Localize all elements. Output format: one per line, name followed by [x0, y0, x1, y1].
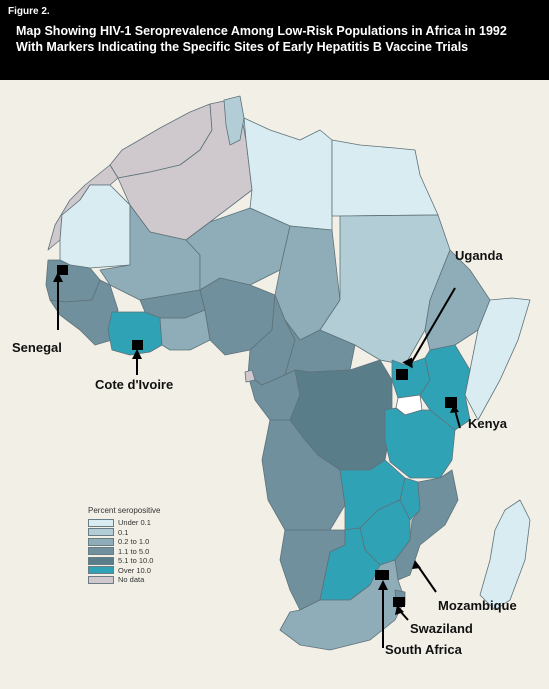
figure-title-line-1: Map Showing HIV-1 Seroprevalence Among L… — [16, 24, 507, 38]
legend-item: 0.2 to 1.0 — [88, 537, 160, 547]
figure-header: Figure 2. Map Showing HIV-1 Seroprevalen… — [0, 0, 549, 80]
legend-swatch — [88, 518, 114, 527]
legend-item: 5.1 to 10.0 — [88, 556, 160, 566]
region-ghana-togo-benin — [159, 309, 211, 351]
legend-label: Under 0.1 — [118, 518, 151, 528]
label-mozambique: Mozambique — [438, 598, 517, 613]
marker-uganda — [396, 369, 408, 380]
legend-item: No data — [88, 575, 160, 585]
legend-item: Over 10.0 — [88, 566, 160, 576]
legend-label: Over 10.0 — [118, 565, 151, 575]
legend-swatch — [88, 566, 114, 575]
legend-item: 0.1 — [88, 528, 160, 538]
pointer-arrows — [53, 272, 461, 648]
legend-swatch — [88, 537, 114, 546]
region-guinea-coast — [49, 279, 119, 346]
legend-swatch — [88, 556, 114, 565]
region-niger — [185, 207, 291, 291]
region-egypt — [331, 139, 439, 217]
marker-cote-divoire — [132, 340, 143, 350]
region-cote-divoire — [107, 311, 163, 356]
label-senegal: Senegal — [12, 340, 62, 355]
legend-label: 5.1 to 10.0 — [118, 556, 154, 566]
legend-swatch — [88, 528, 114, 537]
africa-map — [45, 95, 531, 651]
legend-item: Under 0.1 — [88, 518, 160, 528]
legend-label: 0.2 to 1.0 — [118, 537, 150, 547]
label-swaziland: Swaziland — [410, 621, 473, 636]
legend-label: 1.1 to 5.0 — [118, 546, 150, 556]
region-madagascar — [479, 499, 531, 611]
legend-swatch — [88, 547, 114, 556]
marker-swaziland — [393, 597, 405, 607]
region-kenya — [419, 344, 471, 431]
legend-label: No data — [118, 575, 145, 585]
marker-senegal — [57, 265, 68, 275]
figure-title-line-2: With Markers Indicating the Specific Sit… — [16, 40, 469, 54]
map-legend: Percent seropositive Under 0.1 0.1 0.2 t… — [88, 506, 160, 585]
legend-label: 0.1 — [118, 527, 129, 537]
legend-item: 1.1 to 5.0 — [88, 547, 160, 557]
region-equatorial-guinea — [244, 369, 256, 383]
trial-site-markers — [57, 265, 457, 607]
figure-label: Figure 2. — [8, 6, 50, 17]
region-tanzania — [384, 407, 456, 479]
region-tunisia — [223, 95, 245, 146]
region-mauritania — [59, 184, 131, 269]
region-mozambique — [394, 469, 459, 581]
marker-kenya — [445, 397, 457, 408]
legend-swatch — [88, 575, 114, 584]
legend-title: Percent seropositive — [88, 506, 161, 515]
marker-south-africa — [375, 570, 389, 580]
label-kenya: Kenya — [468, 416, 508, 431]
label-cote-divoire: Cote d'Ivoire — [95, 377, 174, 392]
label-south-africa: South Africa — [385, 642, 462, 657]
label-uganda: Uganda — [455, 248, 503, 263]
